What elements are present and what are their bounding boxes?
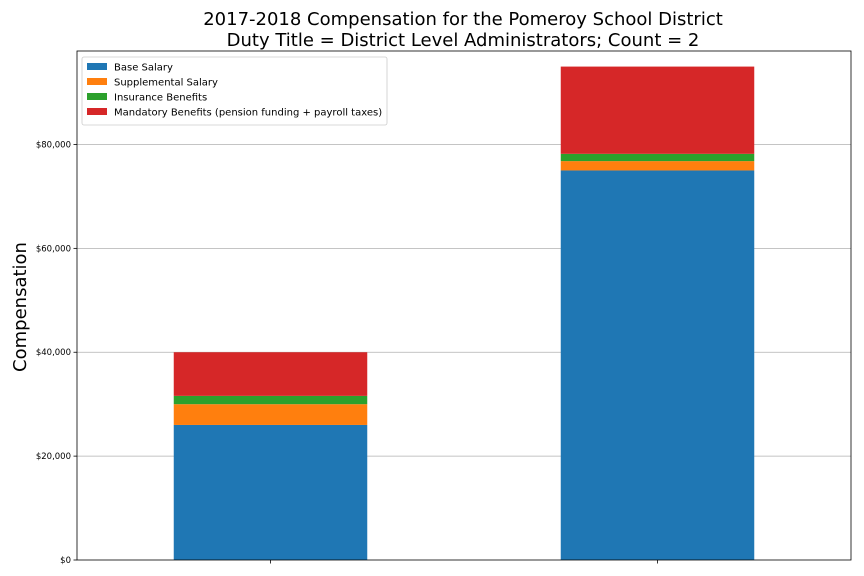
y-axis-label: Compensation — [10, 242, 31, 372]
bar-1-insurance-benefits — [173, 395, 368, 405]
legend-swatch-supplemental-salary — [87, 78, 107, 85]
bar-1-base-salary — [173, 424, 368, 560]
bar-2-base-salary — [560, 170, 755, 561]
bar-2-supplemental-salary — [560, 161, 755, 171]
y-tick-label-0: $0 — [60, 556, 71, 566]
legend-label-supplemental-salary: Supplemental Salary — [114, 78, 218, 89]
legend-box — [81, 56, 388, 126]
legend-swatch-insurance-benefits — [87, 93, 107, 100]
y-tick-label-1: $20,000 — [36, 452, 71, 462]
legend-label-mandatory-benefits-pension-funding-payroll-taxes: Mandatory Benefits (pension funding + pa… — [114, 108, 382, 119]
bars — [173, 66, 755, 561]
bar-2-insurance-benefits — [560, 153, 755, 162]
chart-title-line2: Duty Title = District Level Administrato… — [227, 30, 700, 51]
legend-swatch-mandatory-benefits-pension-funding-payroll-taxes — [87, 108, 107, 115]
y-tick-label-4: $80,000 — [36, 140, 71, 150]
axes: $0 $20,000 $40,000 $60,000 $80,000 — [36, 50, 852, 566]
bar-2-mandatory-benefits-pension-funding-payroll-taxes — [560, 66, 755, 154]
y-tick-label-3: $60,000 — [36, 244, 71, 254]
legend: Base Salary Supplemental Salary Insurance … — [81, 56, 388, 126]
plot-frame — [76, 50, 852, 561]
legend-label-base-salary: Base Salary — [114, 63, 173, 74]
y-tick-label-2: $40,000 — [36, 348, 71, 358]
chart-title-line1: 2017-2018 Compensation for the Pomeroy S… — [203, 9, 723, 30]
legend-label-insurance-benefits: Insurance Benefits — [114, 93, 207, 104]
legend-swatch-base-salary — [87, 63, 107, 70]
bar-1-supplemental-salary — [173, 404, 368, 425]
bar-1-mandatory-benefits-pension-funding-payroll-taxes — [173, 352, 368, 396]
